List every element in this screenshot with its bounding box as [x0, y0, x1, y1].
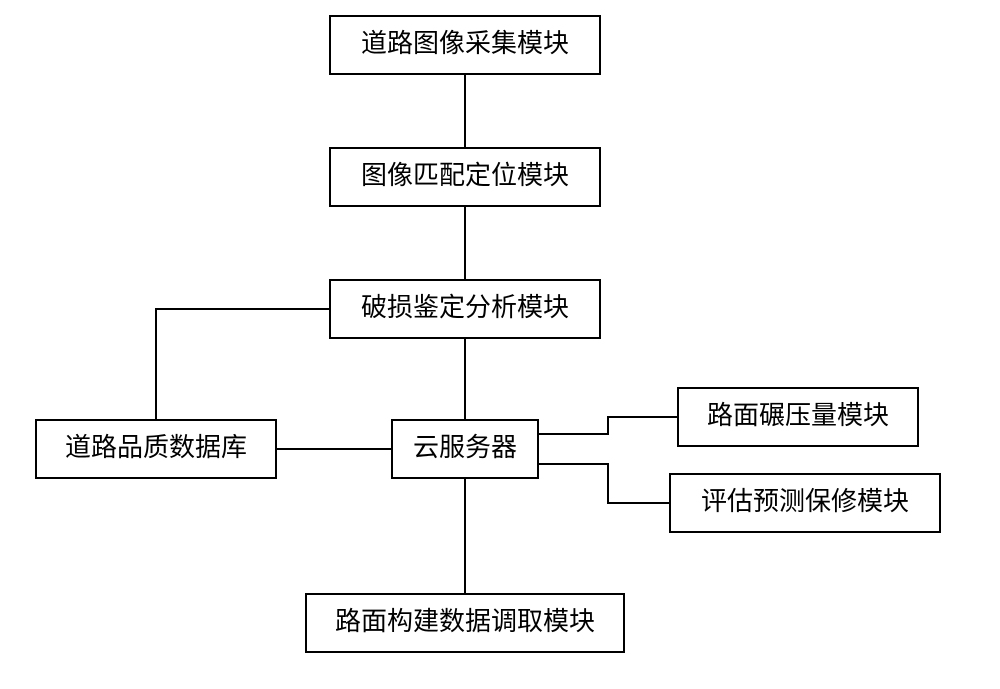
node-n3: 破损鉴定分析模块 — [330, 280, 600, 338]
node-label: 云服务器 — [413, 433, 517, 462]
node-label: 道路图像采集模块 — [361, 29, 569, 58]
node-label: 路面构建数据调取模块 — [335, 607, 595, 636]
edge-n3-n5 — [156, 309, 330, 420]
node-label: 评估预测保修模块 — [701, 487, 909, 516]
node-label: 道路品质数据库 — [65, 433, 247, 462]
node-n5: 道路品质数据库 — [36, 420, 276, 478]
edge-n4-n7 — [538, 464, 670, 503]
node-n7: 评估预测保修模块 — [670, 474, 940, 532]
node-label: 路面碾压量模块 — [707, 401, 889, 430]
node-n1: 道路图像采集模块 — [330, 16, 600, 74]
node-n8: 路面构建数据调取模块 — [306, 594, 624, 652]
node-label: 图像匹配定位模块 — [361, 161, 569, 190]
node-n2: 图像匹配定位模块 — [330, 148, 600, 206]
flowchart-canvas: 道路图像采集模块图像匹配定位模块破损鉴定分析模块云服务器 道路品质数据库 路面碾压量… — [0, 0, 1000, 689]
node-n6: 路面碾压量模块 — [678, 388, 918, 446]
edge-n4-n6 — [538, 417, 678, 434]
node-n4: 云服务器 — [392, 420, 538, 478]
node-label: 破损鉴定分析模块 — [361, 293, 569, 322]
